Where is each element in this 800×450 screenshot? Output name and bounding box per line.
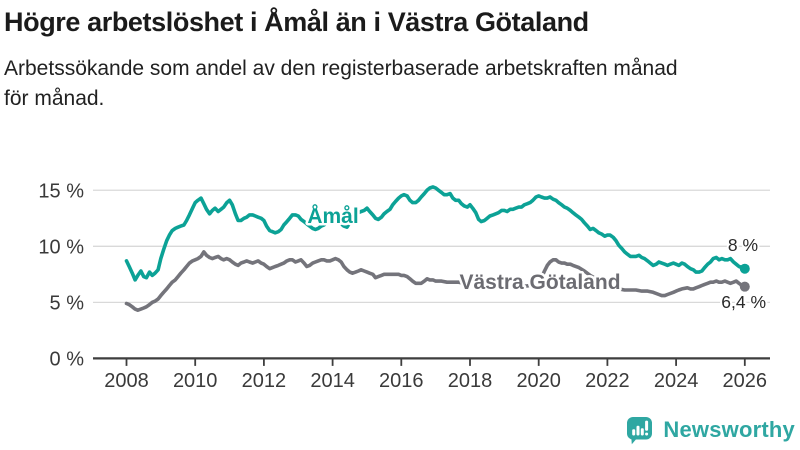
newsworthy-logo-icon (627, 417, 653, 445)
x-tick-label: 2014 (310, 370, 355, 392)
y-tick-label: 15 % (38, 180, 84, 202)
amal-endpoint-dot (739, 263, 750, 274)
x-tick-label: 2010 (173, 370, 218, 392)
x-tick-label: 2022 (585, 370, 630, 392)
vastra-gotaland-end-value-label: 6,4 % (721, 292, 766, 312)
chart-header: Högre arbetslöshet i Åmål än i Västra Gö… (4, 6, 796, 114)
x-tick-label: 2018 (448, 370, 493, 392)
x-tick-label: 2026 (723, 370, 768, 392)
bar-chart-glyph (632, 420, 649, 436)
amal-series-label: Åmål (307, 204, 358, 228)
y-tick-label: 5 % (50, 292, 85, 314)
newsworthy-logo[interactable]: Newsworthy (625, 415, 795, 445)
y-tick-label: 10 % (38, 236, 84, 258)
x-tick-label: 2020 (516, 370, 561, 392)
x-tick-label: 2008 (104, 370, 149, 392)
page-title: Högre arbetslöshet i Åmål än i Västra Gö… (4, 7, 589, 37)
y-tick-label: 0 % (50, 348, 85, 370)
amal-end-value-label: 8 % (728, 235, 758, 255)
vastra-gotaland-line (124, 250, 747, 313)
x-tick-label: 2024 (654, 370, 699, 392)
brand-wordmark: Newsworthy (663, 417, 795, 442)
x-tick-label: 2016 (379, 370, 424, 392)
vastra-gotaland-endpoint-dot (739, 281, 750, 292)
chart-subtitle: Arbetssökande som andel av den registerb… (4, 56, 678, 110)
vastra-gotaland-series-label: Västra Götaland (459, 271, 620, 294)
x-tick-label: 2012 (242, 370, 287, 392)
amal-line (124, 185, 747, 282)
